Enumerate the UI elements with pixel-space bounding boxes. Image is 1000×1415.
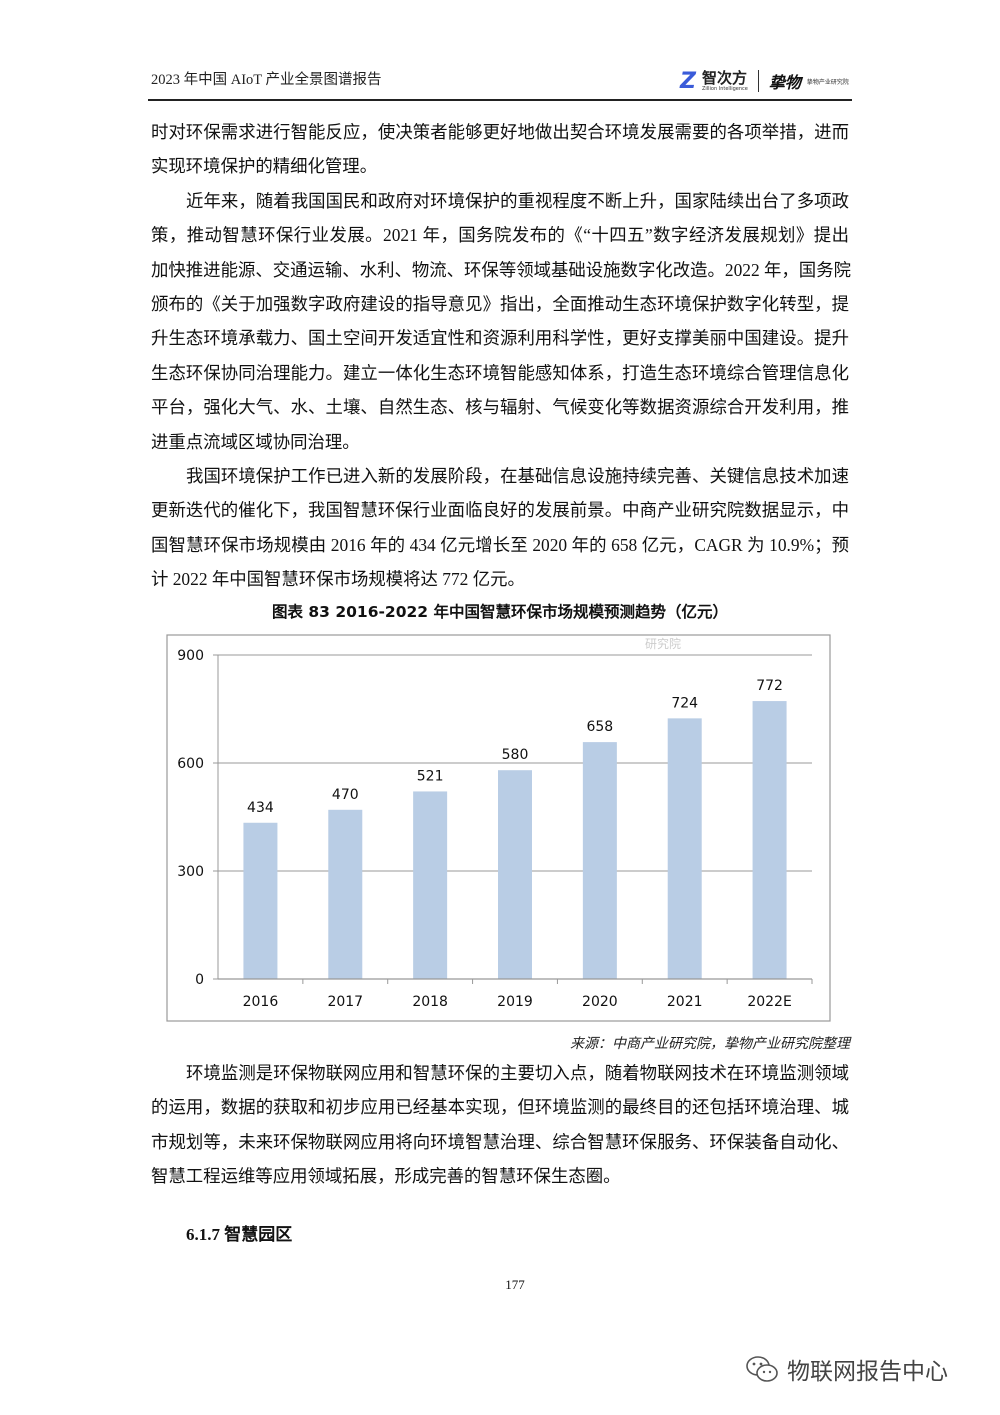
y-tick-label: 0 bbox=[195, 972, 204, 988]
y-tick-label: 300 bbox=[177, 864, 204, 880]
text-line: 平台，强化大气、水、土壤、自然生态、核与辐射、气候变化等数据资源综合开发利用，推 bbox=[151, 397, 849, 418]
header-logos: Z 智次方 Zillion Intelligence 挚物 挚物产业研究院 bbox=[680, 66, 849, 96]
text-line: 国智慧环保市场规模由 2016 年的 434 亿元增长至 2020 年的 658… bbox=[151, 534, 849, 555]
header-rule bbox=[148, 99, 852, 101]
paragraph: 我国环境保护工作已进入新的发展阶段，在基础信息设施持续完善、关键信息技术加速更新… bbox=[151, 459, 849, 597]
data-label: 772 bbox=[756, 678, 783, 694]
text-line: 的运用，数据的获取和初步应用已经基本实现，但环境监测的最终目的还包括环境治理、城 bbox=[151, 1097, 849, 1118]
text-line: 实现环境保护的精细化管理。 bbox=[151, 156, 378, 177]
figure-source: 来源：中商产业研究院，挚物产业研究院整理 bbox=[570, 1037, 850, 1052]
text-line: 生态环保协同治理能力。建立一体化生态环境智能感知体系，打造生态环境综合管理信息化 bbox=[151, 362, 849, 383]
section-heading: 6.1.7 智慧园区 bbox=[186, 1225, 293, 1244]
y-tick-label: 600 bbox=[177, 756, 204, 772]
text-line: 我国环境保护工作已进入新的发展阶段，在基础信息设施持续完善、关键信息技术加速 bbox=[186, 465, 849, 486]
data-label: 521 bbox=[417, 768, 444, 784]
text-line: 加快推进能源、交通运输、水利、物流、环保等领域基础设施数字化改造。2022 年，… bbox=[151, 259, 851, 280]
figure-watermark: 研究院 bbox=[645, 637, 682, 651]
logo-secondary-mark: 挚物 bbox=[768, 75, 801, 92]
x-tick-label: 2017 bbox=[327, 994, 363, 1010]
data-label: 470 bbox=[332, 787, 359, 803]
text-line: 环境监测是环保物联网应用和智慧环保的主要切入点，随着物联网技术在环境监测领域 bbox=[186, 1063, 849, 1083]
paragraph: 近年来，随着我国国民和政府对环境保护的重视程度不断上升，国家陆续出台了多项政策，… bbox=[151, 184, 851, 459]
logo-primary-cn: 智次方 bbox=[701, 69, 747, 87]
paragraph: 环境监测是环保物联网应用和智慧环保的主要切入点，随着物联网技术在环境监测领域的运… bbox=[151, 1056, 849, 1194]
text-line: 进重点流域区域协同治理。 bbox=[151, 431, 360, 452]
bar bbox=[752, 701, 787, 979]
wechat-icon bbox=[746, 1356, 778, 1382]
body-text-bottom: 环境监测是环保物联网应用和智慧环保的主要切入点，随着物联网技术在环境监测领域的运… bbox=[151, 1056, 849, 1194]
data-label: 580 bbox=[502, 747, 529, 763]
bar bbox=[328, 809, 363, 979]
text-line: 智慧工程运维等应用领域拓展，形成完善的智慧环保生态圈。 bbox=[151, 1166, 621, 1187]
x-tick-label: 2021 bbox=[667, 994, 703, 1010]
bar bbox=[413, 791, 448, 979]
bar bbox=[498, 770, 532, 979]
x-tick-label: 2020 bbox=[582, 994, 618, 1010]
bar bbox=[582, 742, 617, 979]
text-line: 市规划等，未来环保物联网应用将向环境智慧治理、综合智慧环保服务、环保装备自动化、 bbox=[151, 1131, 849, 1152]
x-tick-label: 2019 bbox=[497, 994, 533, 1010]
text-line: 近年来，随着我国国民和政府对环境保护的重视程度不断上升，国家陆续出台了多项政 bbox=[186, 190, 849, 211]
logo-primary-en: Zillion Intelligence bbox=[701, 85, 748, 92]
bar bbox=[667, 718, 702, 979]
paragraph: 时对环保需求进行智能反应，使决策者能够更好地做出契合环境发展需要的各项举措，进而… bbox=[151, 115, 849, 184]
zillion-logo-icon: Z bbox=[680, 68, 696, 94]
bar bbox=[243, 822, 278, 979]
x-tick-label: 2018 bbox=[412, 994, 448, 1010]
text-line: 时对环保需求进行智能反应，使决策者能够更好地做出契合环境发展需要的各项举措，进而 bbox=[151, 122, 849, 142]
text-line: 更新迭代的催化下，我国智慧环保行业面临良好的发展前景。中商产业研究院数据显示，中 bbox=[151, 500, 849, 521]
text-line: 颁布的《关于加强数字政府建设的指导意见》指出，全面推动生态环境保护数字化转型，提 bbox=[151, 293, 849, 314]
text-line: 计 2022 年中国智慧环保市场规模将达 772 亿元。 bbox=[151, 569, 525, 590]
y-tick-label: 900 bbox=[177, 648, 204, 664]
data-label: 724 bbox=[671, 695, 698, 711]
data-label: 434 bbox=[247, 800, 274, 816]
x-tick-label: 2016 bbox=[243, 994, 279, 1010]
data-label: 658 bbox=[586, 719, 613, 735]
x-tick-label: 2022E bbox=[747, 994, 791, 1010]
body-text-top: 时对环保需求进行智能反应，使决策者能够更好地做出契合环境发展需要的各项举措，进而… bbox=[151, 115, 851, 597]
logo-secondary-text: 挚物产业研究院 bbox=[806, 78, 849, 86]
logo-divider bbox=[757, 70, 759, 92]
text-line: 策，推动智慧环保行业发展。2021 年，国务院发布的《“十四五”数字经济发展规划… bbox=[151, 225, 849, 246]
report-header-title: 2023 年中国 AIoT 产业全景图谱报告 bbox=[151, 72, 382, 88]
figure-caption: 图表 83 2016-2022 年中国智慧环保市场规模预测趋势（亿元） bbox=[272, 603, 728, 621]
page-number: 177 bbox=[505, 1277, 525, 1292]
bottom-watermark-text: 物联网报告中心 bbox=[787, 1359, 948, 1385]
chart-frame bbox=[166, 634, 831, 1022]
text-line: 升生态环境承载力、国土空间开发适宜性和资源利用科学性，更好支撑美丽中国建设。提升 bbox=[151, 328, 849, 349]
bottom-watermark: 物联网报告中心 bbox=[745, 1352, 948, 1386]
